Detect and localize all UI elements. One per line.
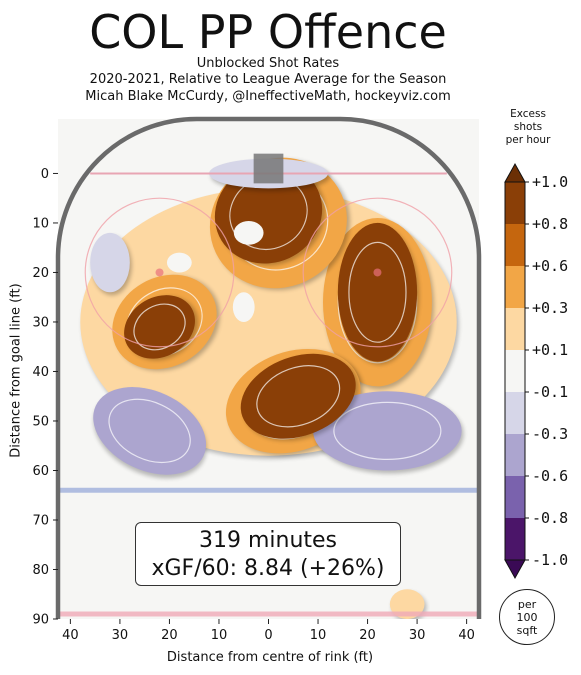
colorbar-tick-label: -0.8 (532, 509, 569, 527)
colorbar-segment (505, 434, 525, 476)
colorbar-segment (505, 350, 525, 392)
colorbar-segment (505, 392, 525, 434)
heat-regions (80, 157, 464, 619)
subtitle-line-2: 2020-2021, Relative to League Average fo… (89, 72, 447, 87)
heat-gap (232, 292, 255, 322)
x-tick-label: 10 (211, 628, 228, 643)
x-tick-label: 30 (112, 628, 129, 643)
subtitle-line-1: Unblocked Shot Rates (196, 56, 340, 71)
colorbar-segment (505, 518, 525, 560)
x-axis-label: Distance from centre of rink (ft) (166, 650, 374, 665)
colorbar-segment (505, 308, 525, 350)
x-tick-label: 30 (409, 628, 426, 643)
info-box: 319 minutes xGF/60: 8.84 (+26%) (135, 522, 401, 586)
heat-region (90, 232, 132, 296)
heat-gap (166, 252, 192, 273)
colorbar (504, 162, 529, 580)
xgf-text: xGF/60: 8.84 (+26%) (151, 556, 385, 581)
y-tick-label: 70 (32, 513, 49, 528)
colorbar-frame (504, 181, 526, 561)
heat-region (337, 222, 420, 365)
x-tick-label: 0 (264, 628, 272, 643)
y-tick-label: 20 (32, 266, 49, 281)
colorbar-tick-label: +0.8 (532, 215, 569, 233)
faceoff-dot (155, 268, 164, 277)
chart-title: COL PP Offence (89, 5, 447, 59)
colorbar-tick-label: -0.6 (532, 467, 569, 485)
y-tick-label: 30 (32, 315, 49, 330)
colorbar-segment (505, 266, 525, 308)
x-tick-label: 20 (161, 628, 178, 643)
y-tick-label: 60 (32, 464, 49, 479)
colorbar-tick-label: -0.3 (532, 425, 569, 443)
axes: 0 10 20 30 40 50 60 70 80 90 40 30 20 10 0 10 20 30 40 (32, 167, 474, 643)
colorbar-segment (505, 224, 525, 266)
rink-markings (55, 116, 482, 619)
colorbar-tick-label: +0.6 (532, 257, 569, 275)
y-tick-label: 40 (32, 365, 49, 380)
y-tick-label: 90 (32, 613, 49, 628)
x-tick-label: 40 (62, 628, 79, 643)
subtitle-line-3: Micah Blake McCurdy, @IneffectiveMath, h… (85, 89, 451, 104)
colorbar-tick-label: +0.3 (532, 299, 569, 317)
x-tick-label: 10 (310, 628, 327, 643)
heat-region (240, 353, 359, 441)
colorbar-segment (505, 182, 525, 224)
minutes-text: 319 minutes (198, 528, 338, 553)
y-tick-label: 10 (32, 216, 49, 231)
y-tick-label: 50 (32, 414, 49, 429)
colorbar-bottom-arrow (504, 559, 526, 580)
x-tick-label: 20 (359, 628, 376, 643)
heat-gap (233, 220, 264, 245)
y-tick-label: 0 (41, 167, 49, 182)
unit-badge: per 100 sqft (499, 589, 555, 645)
colorbar-tick-label: +1.0 (532, 173, 569, 191)
faceoff-circle (302, 197, 453, 348)
colorbar-tick-label: +0.1 (532, 341, 569, 359)
colorbar-title: Excess shots per hour (505, 108, 551, 146)
y-axis-label: Distance from goal line (ft) (8, 283, 24, 458)
y-tick-label: 80 (32, 563, 49, 578)
faceoff-circle (84, 197, 235, 348)
heat-region (124, 295, 199, 361)
colorbar-tick-label: -1.0 (532, 551, 569, 569)
heat-region (313, 391, 464, 474)
x-tick-label: 40 (458, 628, 475, 643)
heat-region (93, 387, 207, 479)
colorbar-tick-label: -0.1 (532, 383, 569, 401)
colorbar-top-arrow (504, 162, 526, 183)
goal-net (253, 153, 284, 184)
rink-boards (55, 116, 482, 619)
colorbar-segment (505, 476, 525, 518)
faceoff-dot (373, 268, 382, 277)
